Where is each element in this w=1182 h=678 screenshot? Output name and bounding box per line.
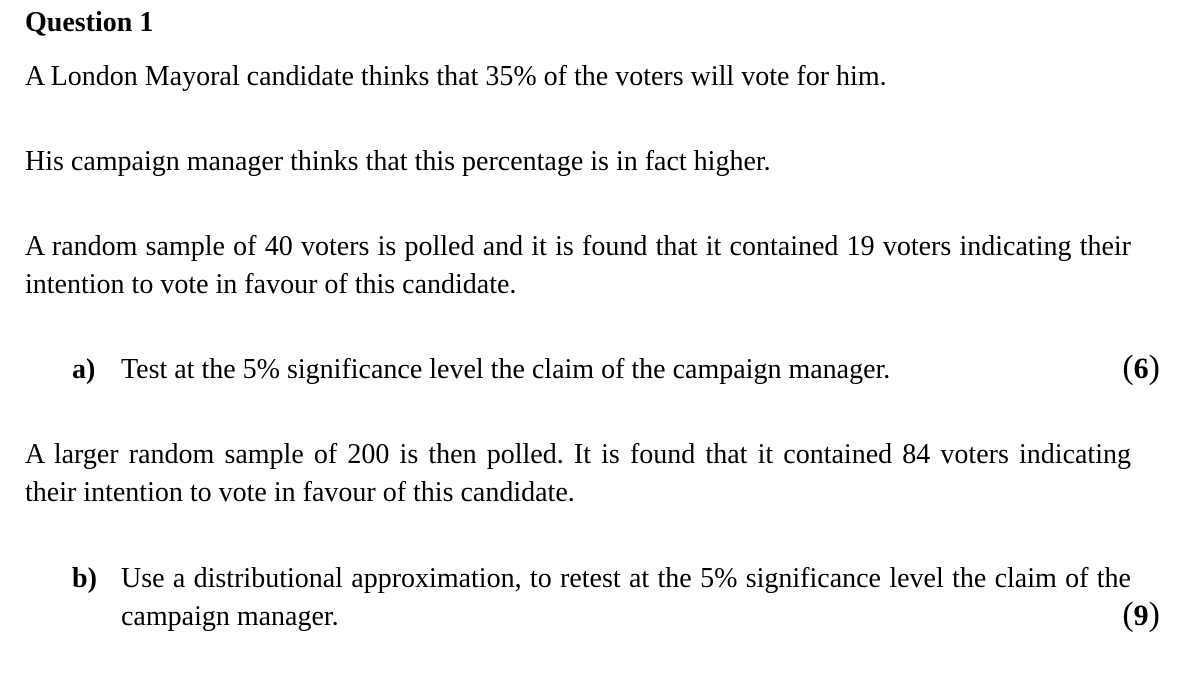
question-paragraph: A larger random sample of 200 is then po… xyxy=(25,439,1131,508)
question-title: Question 1 xyxy=(25,7,154,38)
marks-value: 9 xyxy=(1133,599,1149,632)
part-marks: (9) xyxy=(1122,596,1160,633)
question-paragraph: A London Mayoral candidate thinks that 3… xyxy=(25,61,887,92)
marks-value: 6 xyxy=(1133,352,1149,385)
part-text: Test at the 5% significance level the cl… xyxy=(121,354,891,385)
part-label: b) xyxy=(72,563,97,594)
part-label: a) xyxy=(72,354,96,385)
question-paragraph: A random sample of 40 voters is polled a… xyxy=(25,231,1131,300)
question-paragraph: His campaign manager thinks that this pe… xyxy=(25,146,771,177)
part-text: Use a distributional approximation, to r… xyxy=(121,563,1131,632)
part-marks: (6) xyxy=(1122,349,1160,386)
